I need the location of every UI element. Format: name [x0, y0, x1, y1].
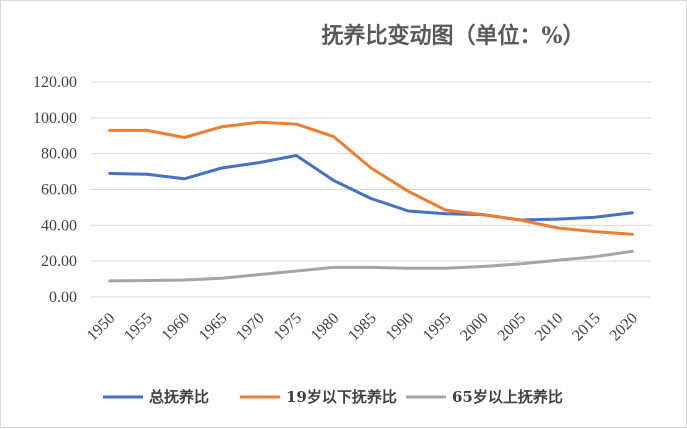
y-tick-label: 80.00 [41, 146, 77, 163]
series-lines [108, 120, 634, 283]
x-tick-label: 1995 [420, 310, 455, 345]
y-tick-label: 100.00 [33, 110, 77, 127]
y-tick-label: 20.00 [41, 253, 77, 270]
y-tick-label: 60.00 [41, 182, 77, 199]
x-tick-label: 2005 [495, 310, 530, 345]
series-line-3 [108, 249, 634, 283]
y-tick-label: 40.00 [41, 217, 77, 234]
x-tick-label: 2010 [532, 310, 567, 345]
legend-label: 19岁以下抚养比 [286, 388, 397, 406]
x-tick-label: 2020 [607, 310, 642, 345]
legend-item: 总抚养比 [103, 388, 209, 406]
x-tick-label: 1960 [159, 310, 194, 345]
chart-title: 抚养比变动图（单位：%） [322, 23, 585, 49]
x-tick-label: 2000 [457, 310, 492, 345]
legend-label: 65岁以上抚养比 [452, 388, 563, 406]
legend-item: 19岁以下抚养比 [240, 388, 397, 406]
legend-item: 65岁以上抚养比 [406, 388, 563, 406]
x-tick-label: 1970 [233, 310, 268, 345]
series-line-1 [108, 154, 634, 222]
y-tick-label: 120.00 [33, 74, 77, 91]
y-tick-label: 0.00 [49, 289, 77, 306]
x-tick-label: 1980 [308, 310, 343, 345]
y-axis-ticks: 0.00 20.00 40.00 60.00 80.00 100.00 120.00 [33, 74, 77, 306]
legend-label: 总抚养比 [149, 388, 209, 406]
gridlines [91, 81, 651, 298]
series-line-2 [108, 120, 634, 236]
x-axis-ticks: 1950 1955 1960 1965 1970 1975 1980 1985 1990 1995… [84, 310, 641, 345]
x-tick-label: 1985 [345, 310, 380, 345]
x-tick-label: 1955 [121, 310, 156, 345]
x-tick-label: 1950 [84, 310, 119, 345]
x-tick-label: 1975 [271, 310, 306, 345]
legend: 总抚养比 19岁以下抚养比 65岁以上抚养比 [103, 388, 563, 406]
x-tick-label: 1990 [383, 310, 418, 345]
x-tick-label: 1965 [196, 310, 231, 345]
x-tick-label: 2015 [569, 310, 604, 345]
